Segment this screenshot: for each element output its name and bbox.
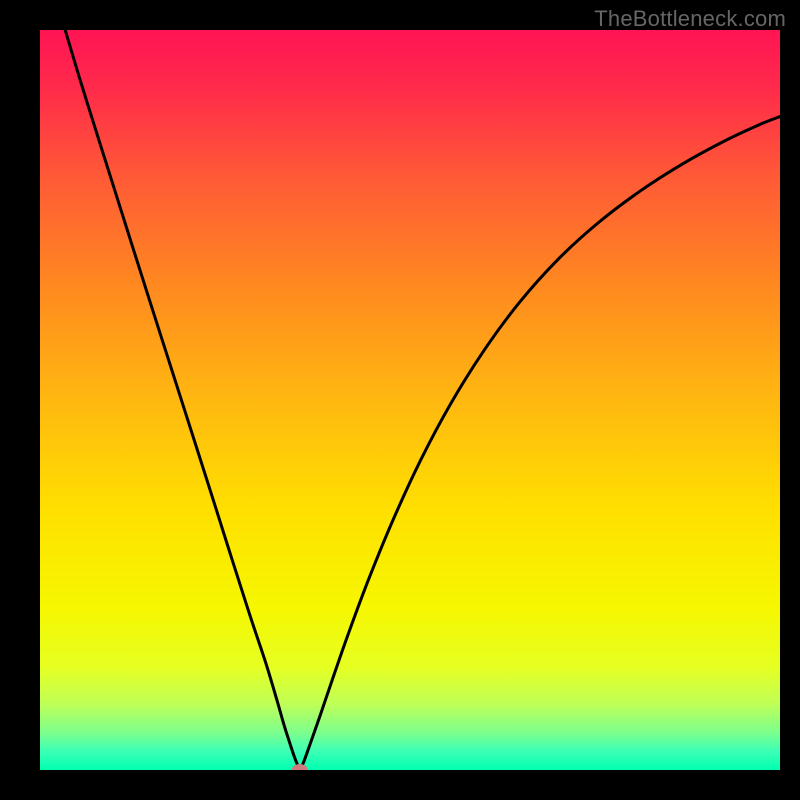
plot-svg xyxy=(40,30,780,770)
plot-area xyxy=(40,30,780,770)
chart-frame: TheBottleneck.com xyxy=(0,0,800,800)
watermark-text: TheBottleneck.com xyxy=(594,6,786,32)
gradient-background xyxy=(40,30,780,770)
